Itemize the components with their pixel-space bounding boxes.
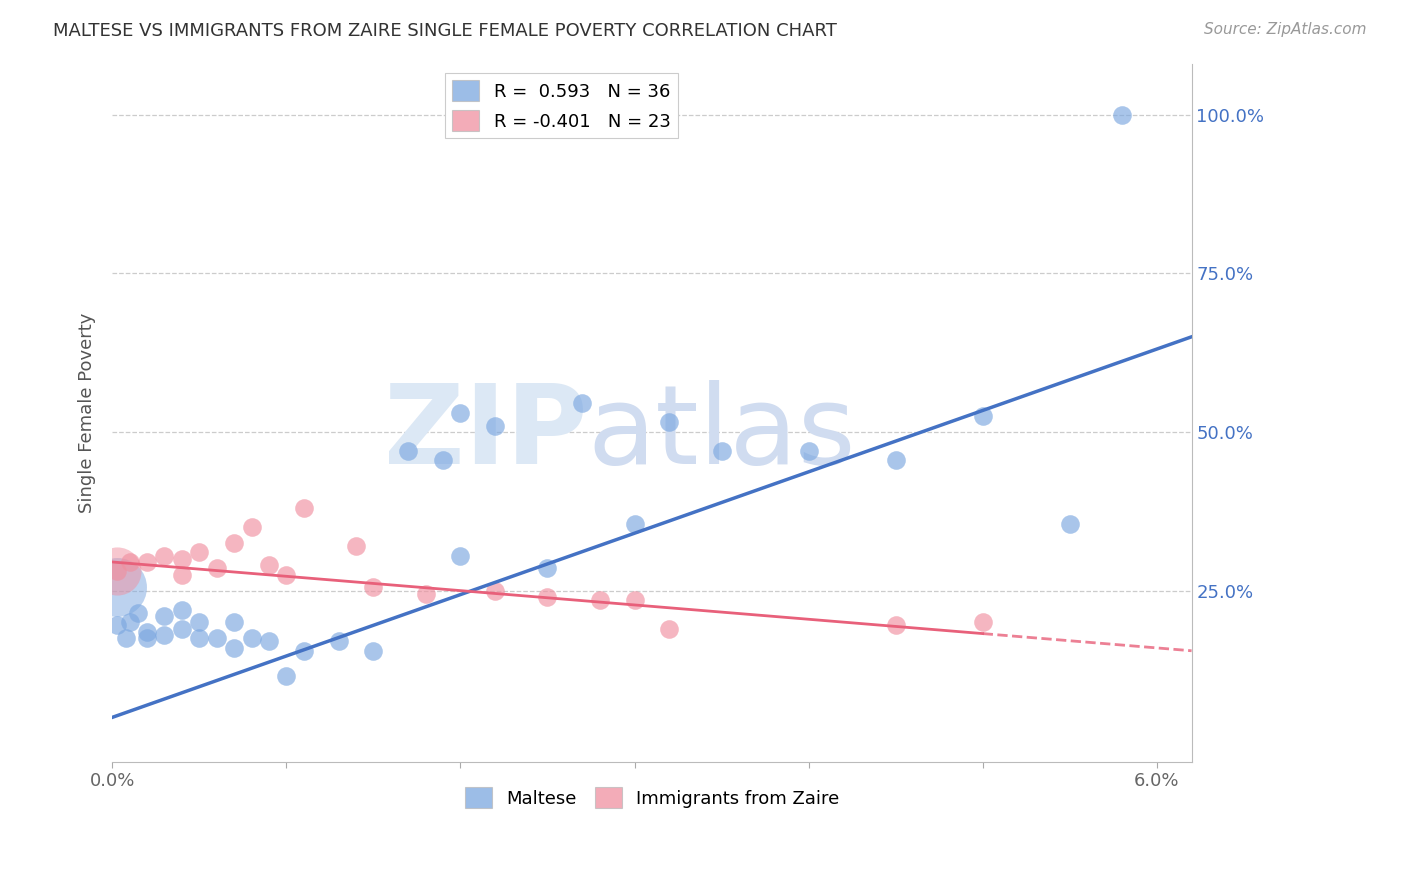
Point: [224, 640, 246, 655]
Point: [276, 567, 298, 582]
Point: [107, 618, 129, 632]
Point: [118, 555, 141, 569]
Point: [623, 516, 645, 531]
Point: [972, 409, 994, 423]
Point: [449, 549, 471, 563]
Point: [153, 549, 176, 563]
Point: [240, 520, 263, 534]
Point: [205, 561, 228, 575]
Point: [484, 418, 506, 433]
Point: [224, 615, 246, 630]
Point: [536, 561, 558, 575]
Legend: Maltese, Immigrants from Zaire: Maltese, Immigrants from Zaire: [457, 780, 846, 815]
Point: [589, 593, 612, 607]
Text: ZIP: ZIP: [384, 380, 588, 487]
Point: [170, 567, 193, 582]
Point: [127, 606, 149, 620]
Point: [972, 615, 994, 630]
Y-axis label: Single Female Poverty: Single Female Poverty: [79, 313, 96, 513]
Point: [188, 631, 211, 645]
Point: [292, 501, 315, 516]
Point: [658, 622, 681, 636]
Point: [257, 558, 280, 573]
Point: [136, 555, 159, 569]
Point: [623, 593, 645, 607]
Point: [344, 539, 367, 553]
Point: [240, 631, 263, 645]
Text: Source: ZipAtlas.com: Source: ZipAtlas.com: [1204, 22, 1367, 37]
Point: [107, 565, 129, 579]
Point: [170, 602, 193, 616]
Point: [415, 587, 437, 601]
Point: [292, 644, 315, 658]
Point: [224, 536, 246, 550]
Text: MALTESE VS IMMIGRANTS FROM ZAIRE SINGLE FEMALE POVERTY CORRELATION CHART: MALTESE VS IMMIGRANTS FROM ZAIRE SINGLE …: [53, 22, 838, 40]
Point: [276, 669, 298, 683]
Point: [536, 590, 558, 604]
Point: [115, 631, 138, 645]
Point: [710, 444, 733, 458]
Point: [188, 545, 211, 559]
Text: atlas: atlas: [588, 380, 856, 487]
Point: [797, 444, 820, 458]
Point: [884, 618, 907, 632]
Point: [328, 634, 350, 648]
Point: [571, 396, 593, 410]
Point: [396, 444, 419, 458]
Point: [363, 580, 385, 594]
Point: [884, 453, 907, 467]
Point: [363, 644, 385, 658]
Point: [136, 624, 159, 639]
Point: [205, 631, 228, 645]
Point: [449, 406, 471, 420]
Point: [1111, 108, 1133, 122]
Point: [170, 622, 193, 636]
Point: [257, 634, 280, 648]
Point: [1059, 516, 1081, 531]
Point: [170, 551, 193, 566]
Point: [136, 631, 159, 645]
Point: [658, 416, 681, 430]
Point: [118, 615, 141, 630]
Point: [153, 608, 176, 623]
Point: [107, 580, 129, 594]
Point: [188, 615, 211, 630]
Point: [107, 565, 129, 579]
Point: [153, 628, 176, 642]
Point: [484, 583, 506, 598]
Point: [432, 453, 454, 467]
